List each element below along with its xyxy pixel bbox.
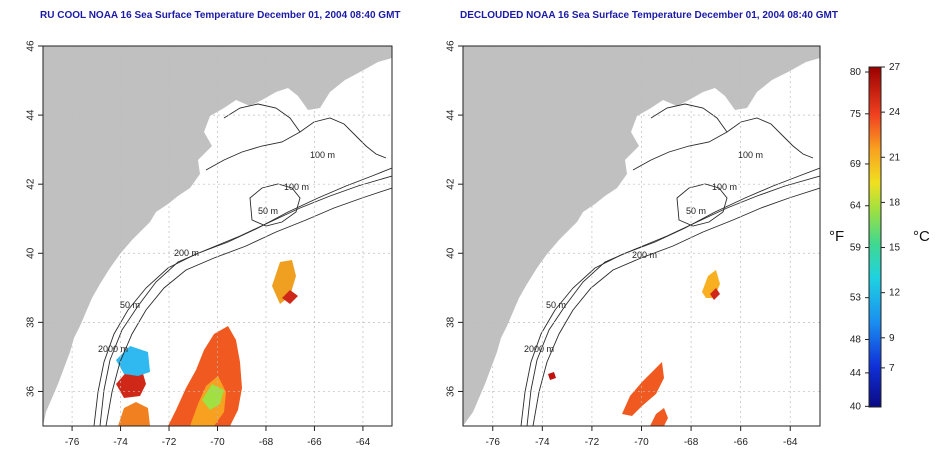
map-title-right: DECLOUDED NOAA 16 Sea Surface Temperatur…: [460, 10, 838, 21]
fahrenheit-tick-label: 59: [850, 243, 862, 254]
contour-label: 200 m: [174, 248, 199, 258]
x-tick-label: -66: [733, 437, 748, 448]
contour-label: 50 m: [258, 206, 278, 216]
x-tick-label: -72: [162, 437, 177, 448]
colorbar-ticks: 27 24 21 18 15 12 9 7 80 75 69 64 59 53 48 44 40: [850, 62, 901, 412]
map-right: 100 m 100 m 50 m 200 m 50 m 2000 m: [462, 45, 821, 427]
contour-label: 100 m: [284, 182, 309, 192]
y-tick-label: 38: [446, 316, 457, 328]
grid-right: [463, 46, 820, 426]
fahrenheit-tick-label: 53: [850, 293, 862, 304]
celsius-tick-label: 7: [889, 363, 895, 374]
y-tick-label: 42: [26, 178, 37, 190]
celsius-tick-label: 15: [889, 243, 901, 254]
fahrenheit-tick-label: 44: [850, 368, 862, 379]
contour-label: 2000 m: [524, 344, 554, 354]
y-tick-label: 46: [446, 40, 457, 52]
land-right: [463, 46, 820, 426]
y-tick-label: 40: [26, 247, 37, 259]
contour-label: 2000 m: [98, 344, 128, 354]
fahrenheit-tick-label: 80: [850, 67, 862, 78]
contour-label: 50 m: [120, 300, 140, 310]
x-tick-label: -76: [65, 437, 80, 448]
fahrenheit-tick-label: 75: [850, 109, 862, 120]
y-tick-label: 36: [26, 385, 37, 397]
y-tick-label: 38: [26, 316, 37, 328]
y-tick-label: 36: [446, 385, 457, 397]
grid-left: [43, 46, 392, 426]
celsius-tick-label: 21: [889, 152, 901, 163]
fahrenheit-tick-label: 64: [850, 201, 862, 212]
x-tick-label: -76: [486, 437, 501, 448]
fahrenheit-tick-label: 48: [850, 334, 862, 345]
sst-patches-right: [548, 270, 720, 426]
map-left: 100 m 100 m 50 m 200 m 50 m 2000 m: [42, 45, 393, 427]
map-title-left: RU COOL NOAA 16 Sea Surface Temperature …: [40, 10, 401, 21]
fahrenheit-tick-label: 40: [850, 401, 862, 412]
x-tick-label: -68: [259, 437, 274, 448]
bathymetry-right: [520, 103, 820, 426]
bathymetry-left: [93, 103, 392, 426]
sst-patches-left: [116, 260, 298, 426]
x-tick-label: -64: [356, 437, 371, 448]
x-tick-label: -74: [535, 437, 550, 448]
contour-label: 50 m: [546, 300, 566, 310]
fahrenheit-unit-label: °F: [829, 228, 845, 245]
land-left: [43, 46, 392, 426]
contour-label: 100 m: [738, 150, 763, 160]
y-tick-label: 46: [26, 40, 37, 52]
celsius-tick-label: 9: [889, 333, 895, 344]
celsius-tick-label: 24: [889, 107, 901, 118]
contour-labels-right: 100 m 100 m 50 m 200 m 50 m 2000 m: [524, 150, 763, 354]
celsius-tick-label: 12: [889, 288, 901, 299]
colorbar: 27 24 21 18 15 12 9 7 80 75 69 64 59 53 48 44 40: [850, 62, 901, 412]
x-tick-label: -68: [684, 437, 699, 448]
x-tick-label: -74: [113, 437, 128, 448]
celsius-tick-label: 27: [889, 62, 901, 73]
x-tick-label: -66: [307, 437, 322, 448]
celsius-tick-label: 18: [889, 197, 901, 208]
celsius-unit-label: °C: [913, 228, 930, 245]
x-tick-label: -70: [634, 437, 649, 448]
contour-label: 100 m: [310, 150, 335, 160]
axis-ticks: -76 -74 -72 -70 -68 -66 -64 36 38 40 42 44 46 -76 -74 -…: [26, 40, 798, 448]
y-tick-label: 40: [446, 247, 457, 259]
y-tick-label: 44: [26, 109, 37, 121]
contour-label: 100 m: [712, 182, 737, 192]
x-tick-label: -72: [585, 437, 600, 448]
fahrenheit-tick-label: 69: [850, 159, 862, 170]
y-tick-label: 44: [446, 109, 457, 121]
contour-labels-left: 100 m 100 m 50 m 200 m 50 m 2000 m: [98, 150, 335, 354]
contour-label: 50 m: [686, 206, 706, 216]
contour-label: 200 m: [632, 250, 657, 260]
x-tick-label: -70: [210, 437, 225, 448]
y-tick-label: 42: [446, 178, 457, 190]
colorbar-gradient: [868, 66, 882, 408]
x-tick-label: -64: [783, 437, 798, 448]
